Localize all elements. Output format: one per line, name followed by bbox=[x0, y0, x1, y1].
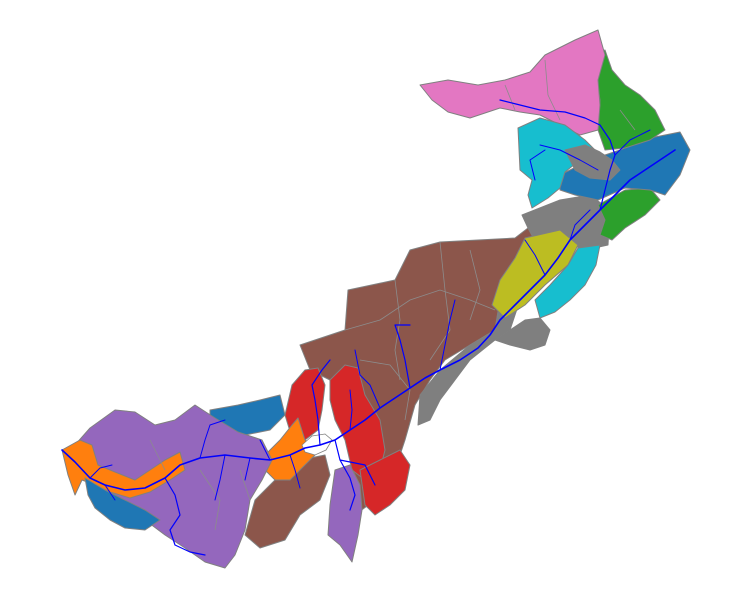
sub-line-6 bbox=[504, 84, 516, 111]
sub-line-4 bbox=[469, 249, 481, 321]
river-network bbox=[61, 99, 676, 556]
zone-pink-north bbox=[419, 29, 606, 136]
zone-red-south bbox=[359, 449, 411, 516]
tributary-red-center bbox=[349, 389, 353, 431]
zone-olive bbox=[491, 229, 579, 319]
main-river bbox=[61, 149, 676, 491]
tributary-far-west bbox=[89, 464, 116, 501]
tributary-north-2 bbox=[614, 129, 651, 156]
lake bbox=[301, 433, 333, 456]
zone-green-north bbox=[594, 49, 666, 151]
zone-cyan-north bbox=[517, 117, 596, 209]
tributary-central-2 bbox=[439, 299, 456, 371]
tributary-west-mid bbox=[214, 454, 251, 501]
sub-line-8 bbox=[619, 109, 636, 131]
tributary-central-3 bbox=[354, 349, 381, 409]
sub-basins bbox=[61, 29, 691, 569]
tributary-orange bbox=[259, 439, 301, 489]
zone-gray-north bbox=[564, 144, 621, 181]
zone-cyan-east bbox=[534, 244, 601, 319]
zone-blue-sw bbox=[84, 477, 161, 531]
tributary-gray-corridor bbox=[524, 209, 591, 276]
sub-line-5 bbox=[359, 359, 411, 421]
tributary-central-1 bbox=[394, 324, 411, 389]
tributary-north-1 bbox=[499, 99, 616, 211]
sub-line-9 bbox=[149, 439, 166, 471]
tributary-south bbox=[334, 439, 376, 511]
tributary-west-north bbox=[199, 419, 226, 459]
sub-line-1 bbox=[344, 289, 496, 331]
zone-purple-south bbox=[327, 464, 363, 563]
zone-brown-south bbox=[244, 454, 331, 549]
sub-line-10 bbox=[199, 469, 221, 531]
sub-line-11 bbox=[239, 469, 251, 501]
sub-line-3 bbox=[429, 241, 451, 361]
zone-gray-east bbox=[494, 317, 551, 351]
tributary-cyan bbox=[529, 144, 599, 181]
tributary-west-red bbox=[311, 359, 331, 446]
sub-line-2 bbox=[394, 279, 401, 381]
tributary-west-south bbox=[164, 477, 206, 556]
subdivision-lines bbox=[149, 59, 636, 531]
